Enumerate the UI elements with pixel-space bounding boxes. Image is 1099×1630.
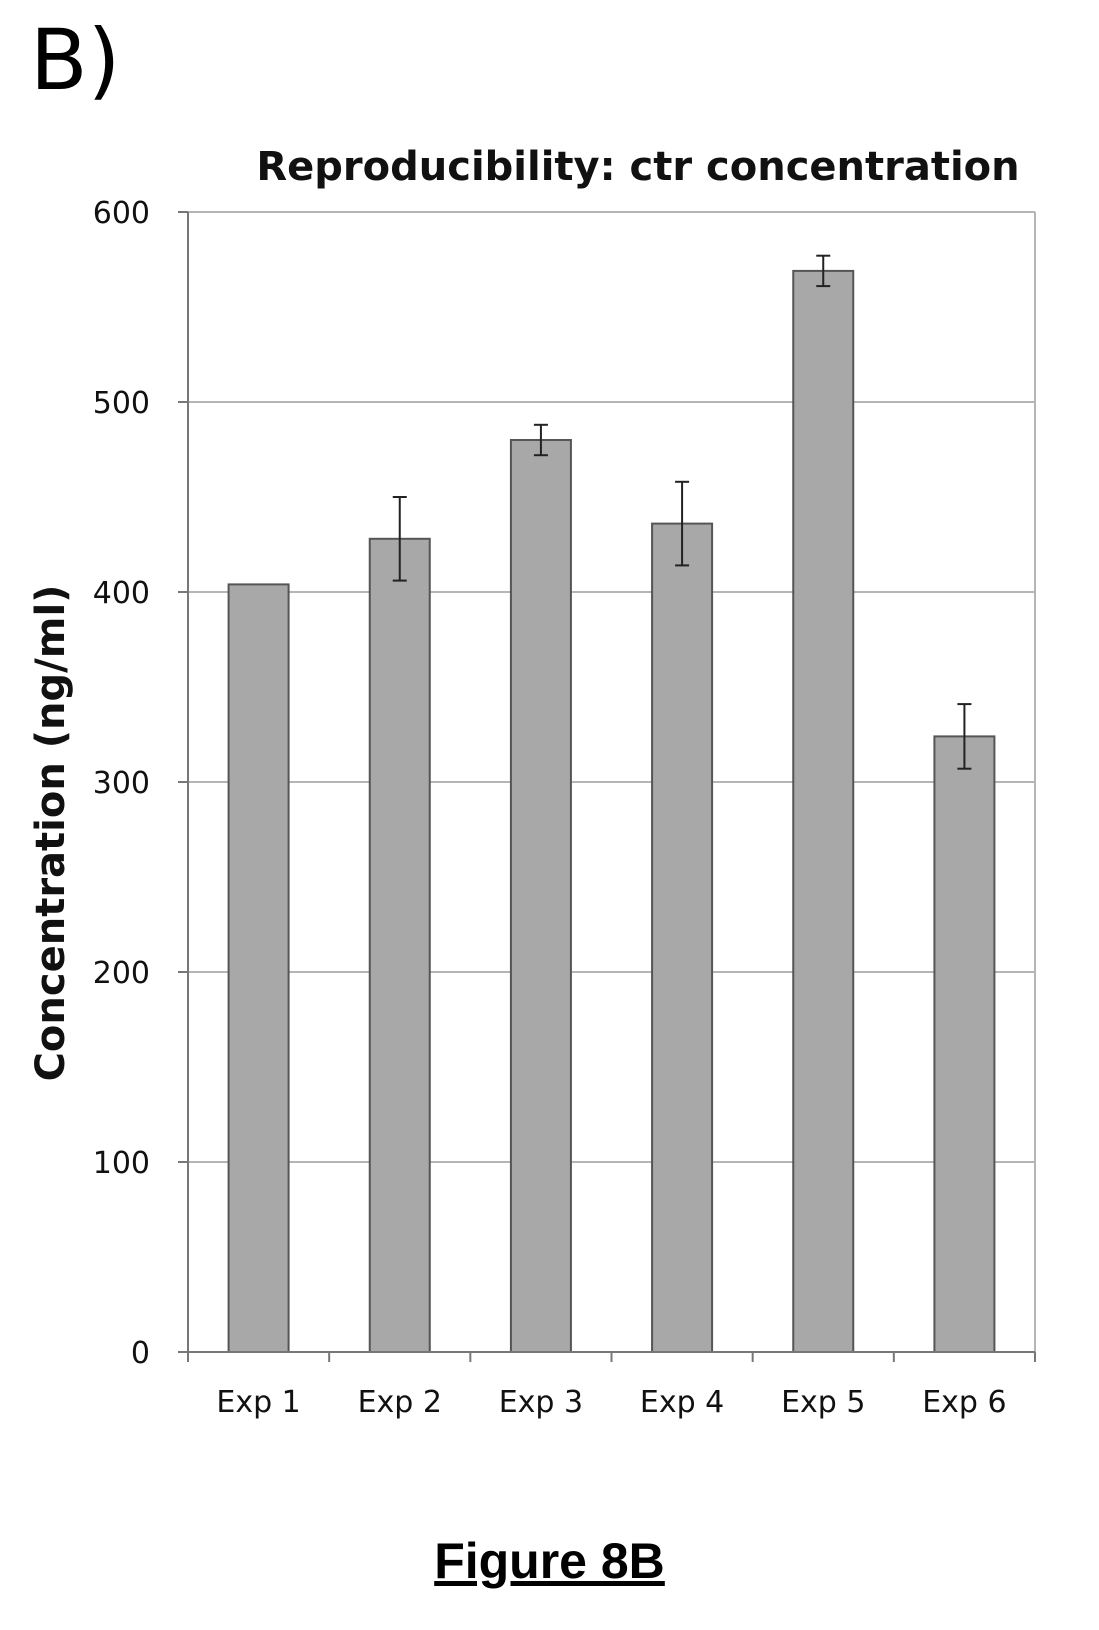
x-tick-label: Exp 2	[358, 1385, 442, 1420]
y-tick-label: 200	[93, 956, 150, 991]
gridlines	[188, 211, 1035, 1163]
bars	[227, 269, 996, 1353]
y-tick-label: 400	[93, 576, 150, 611]
y-tick-label: 100	[93, 1146, 150, 1181]
y-tick-label: 0	[131, 1336, 150, 1371]
y-tick-label: 500	[93, 386, 150, 421]
bar-exp-4	[651, 522, 714, 1353]
y-tick-label: 600	[93, 196, 150, 231]
x-tick-label: Exp 3	[499, 1385, 583, 1420]
y-axis-label: Concentration (ng/ml)	[28, 585, 74, 1082]
error-bars	[392, 254, 972, 770]
bar-exp-3	[509, 439, 572, 1353]
x-tick-label: Exp 6	[922, 1385, 1006, 1420]
figure-caption: Figure 8B	[434, 1533, 665, 1589]
y-tick-labels: 0 100 200 300 400 500 600	[93, 196, 150, 1371]
bar-exp-1	[227, 583, 290, 1353]
panel-label: B)	[30, 11, 121, 109]
axes	[178, 211, 1036, 1362]
bar-exp-6	[933, 735, 996, 1353]
bar-exp-5	[792, 269, 855, 1353]
bar-exp-2	[368, 537, 431, 1353]
y-tick-label: 300	[93, 766, 150, 801]
x-tick-label: Exp 1	[216, 1385, 300, 1420]
x-tick-label: Exp 4	[640, 1385, 724, 1420]
x-tick-labels: Exp 1 Exp 2 Exp 3 Exp 4 Exp 5 Exp 6	[216, 1385, 1006, 1420]
chart-title: Reproducibility: ctr concentration	[256, 144, 1019, 190]
x-tick-label: Exp 5	[781, 1385, 865, 1420]
